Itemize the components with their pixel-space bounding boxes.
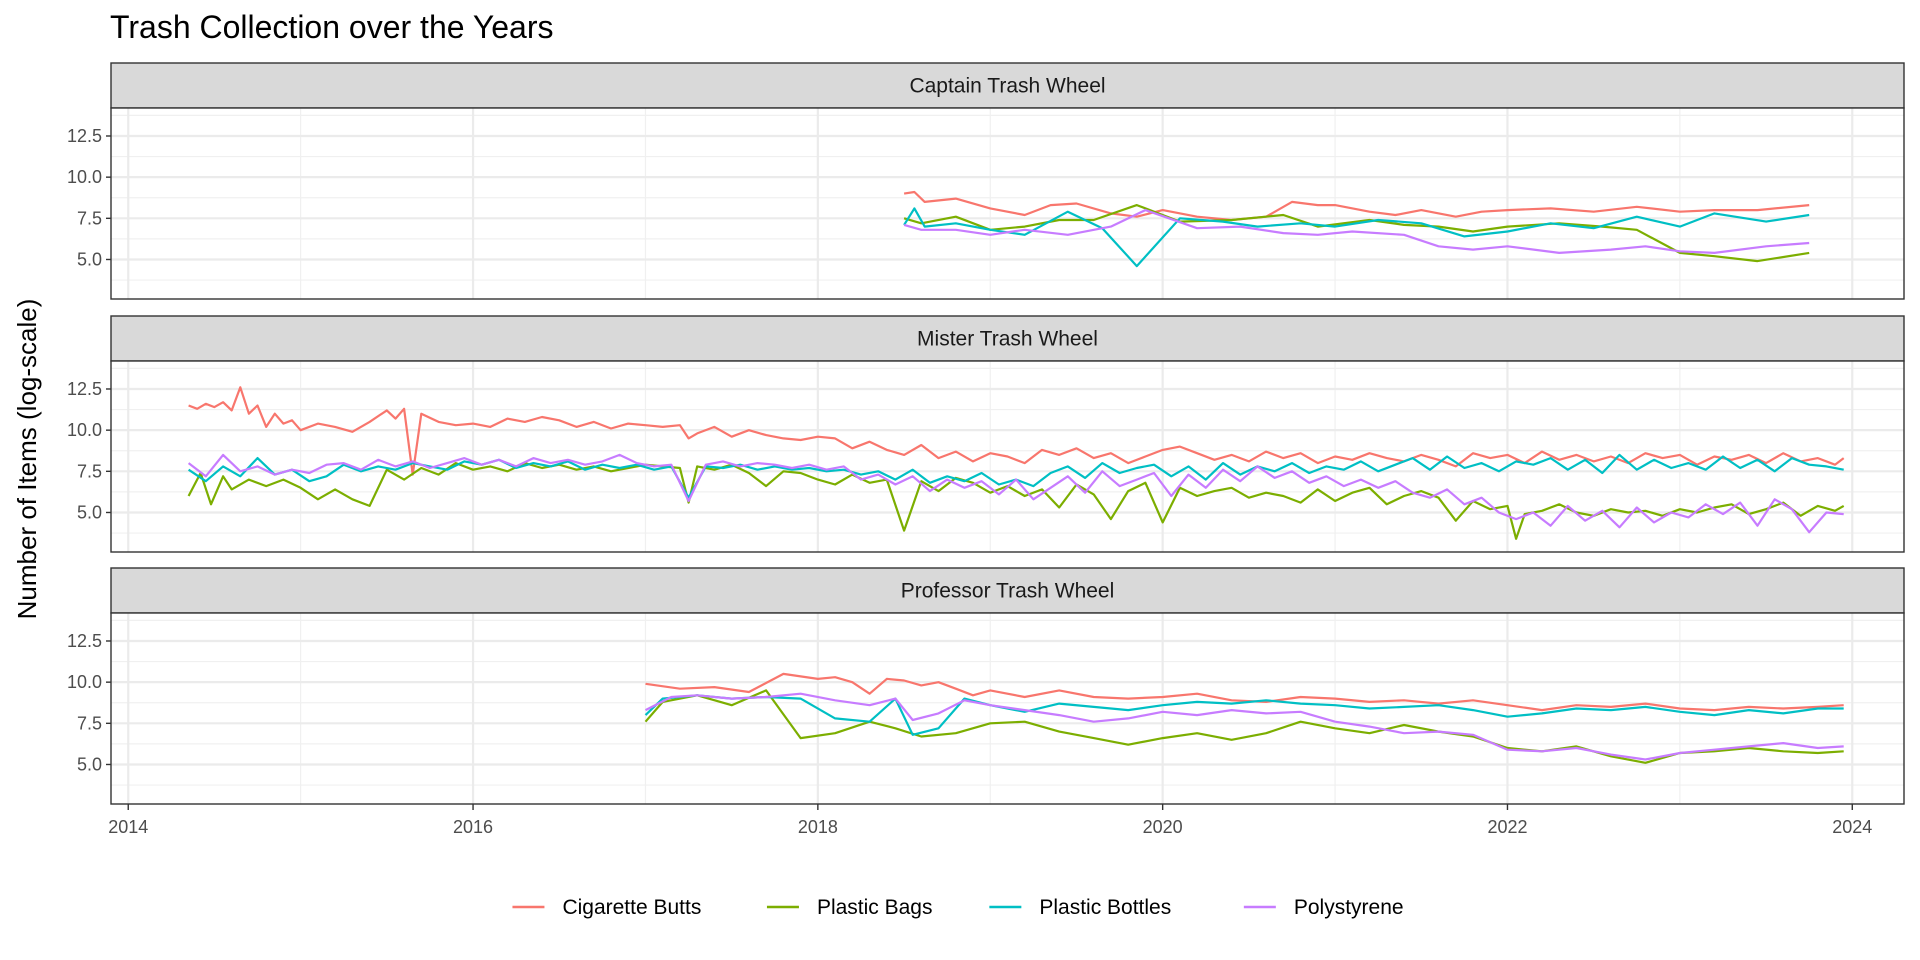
x-tick-label: 2024 bbox=[1832, 817, 1872, 837]
y-tick-label: 12.5 bbox=[67, 126, 102, 146]
legend: Cigarette Butts Plastic Bags Plastic Bottl… bbox=[512, 896, 1404, 919]
gridlines bbox=[111, 108, 1904, 299]
series-line-polystyrene bbox=[903, 209, 1810, 254]
legend-item-polystyrene: Polystyrene bbox=[1243, 896, 1404, 919]
facet-strip-label: Professor Trash Wheel bbox=[901, 580, 1115, 603]
facet-strip-label: Captain Trash Wheel bbox=[909, 75, 1105, 98]
x-tick-label: 2022 bbox=[1487, 817, 1527, 837]
legend-item-cigarette-butts: Cigarette Butts bbox=[512, 896, 701, 919]
series-line-plastic-bags bbox=[644, 689, 1844, 764]
series-line-cigarette-butts bbox=[188, 386, 1845, 476]
panel-professor-trash-wheel: Professor Trash Wheel 5.0 7.5 10.0 12.5 bbox=[67, 567, 1905, 805]
legend-item-plastic-bags: Plastic Bags bbox=[766, 896, 933, 919]
y-tick-label: 7.5 bbox=[77, 208, 102, 228]
panel-border bbox=[110, 612, 1905, 805]
legend-label: Plastic Bottles bbox=[1039, 896, 1171, 919]
y-tick-label: 5.0 bbox=[77, 754, 102, 774]
legend-label: Cigarette Butts bbox=[562, 896, 701, 919]
x-tick-label: 2018 bbox=[798, 817, 838, 837]
y-tick-label: 10.0 bbox=[67, 672, 102, 692]
series-lines bbox=[903, 190, 1810, 268]
panel-border bbox=[110, 360, 1905, 553]
x-axis: 2014 2016 2018 2020 2022 2024 bbox=[108, 804, 1872, 837]
panel-background bbox=[111, 108, 1904, 299]
y-tick-label: 10.0 bbox=[67, 167, 102, 187]
facet-strip bbox=[110, 62, 1905, 109]
facet-strip bbox=[110, 567, 1905, 614]
panel-border bbox=[110, 107, 1905, 300]
x-tick-label: 2014 bbox=[108, 817, 148, 837]
series-line-cigarette-butts bbox=[645, 672, 1844, 712]
facet-panels: Captain Trash Wheel5.07.510.012.5Mister … bbox=[67, 62, 1905, 805]
facet-strip-label: Mister Trash Wheel bbox=[917, 328, 1098, 351]
y-axis-title: Number of Items (log-scale) bbox=[12, 299, 42, 620]
y-tick-label: 12.5 bbox=[67, 631, 102, 651]
chart-title: Trash Collection over the Years bbox=[110, 9, 554, 45]
legend-item-plastic-bottles: Plastic Bottles bbox=[989, 896, 1171, 919]
legend-label: Plastic Bags bbox=[817, 896, 933, 919]
panel-mister-trash-wheel: Mister Trash Wheel 5.0 7.5 10.0 12.5 bbox=[67, 315, 1905, 553]
series-line-polystyrene bbox=[645, 692, 1844, 761]
series-lines bbox=[187, 386, 1845, 540]
y-axis: 5.0 7.5 10.0 12.5 bbox=[67, 631, 111, 774]
series-line-polystyrene bbox=[187, 453, 1844, 534]
y-tick-label: 7.5 bbox=[77, 461, 102, 481]
gridlines bbox=[111, 361, 1904, 552]
y-tick-label: 10.0 bbox=[67, 420, 102, 440]
y-tick-label: 5.0 bbox=[77, 249, 102, 269]
x-tick-label: 2020 bbox=[1143, 817, 1183, 837]
series-line-plastic-bottles bbox=[644, 694, 1844, 736]
x-tick-label: 2016 bbox=[453, 817, 493, 837]
panel-captain-trash-wheel: Captain Trash Wheel 5.0 7.5 10.0 12.5 bbox=[67, 62, 1905, 300]
series-line-cigarette-butts bbox=[903, 190, 1810, 222]
y-tick-label: 5.0 bbox=[77, 502, 102, 522]
y-tick-label: 12.5 bbox=[67, 379, 102, 399]
y-axis: 5.0 7.5 10.0 12.5 bbox=[67, 126, 111, 269]
legend-label: Polystyrene bbox=[1294, 896, 1404, 919]
series-lines bbox=[644, 672, 1844, 764]
series-line-plastic-bags bbox=[903, 204, 1810, 263]
y-axis: 5.0 7.5 10.0 12.5 bbox=[67, 379, 111, 522]
y-tick-label: 7.5 bbox=[77, 713, 102, 733]
series-line-plastic-bottles bbox=[903, 207, 1810, 268]
